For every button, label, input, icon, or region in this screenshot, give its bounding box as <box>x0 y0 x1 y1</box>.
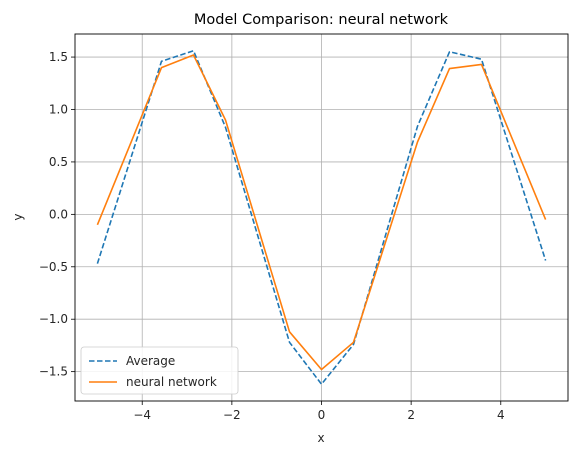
series-line-neural-network <box>96 54 547 371</box>
x-tick-label: −2 <box>223 408 241 422</box>
y-axis-label: y <box>11 213 25 220</box>
series-lines <box>96 49 547 386</box>
axis-ticks: −4 −2 0 2 4 −1.5 −1.0 −0.5 0.0 0.5 1.0 1.5 <box>39 50 505 422</box>
y-tick-label: −1.5 <box>39 365 68 379</box>
y-tick-label: 0.5 <box>49 155 68 169</box>
y-tick-label: −0.5 <box>39 260 68 274</box>
y-tick-label: 1.0 <box>49 102 68 116</box>
x-tick-label: 4 <box>497 408 505 422</box>
x-tick-label: 0 <box>318 408 326 422</box>
legend-label: neural network <box>126 375 217 389</box>
y-tick-label: 1.5 <box>49 50 68 64</box>
chart-title: Model Comparison: neural network <box>194 12 449 28</box>
legend-box <box>80 346 239 395</box>
legend-label: Average <box>126 354 175 368</box>
legend: Average neural network <box>80 346 239 395</box>
grid-lines <box>75 34 568 401</box>
x-axis-label: x <box>317 431 324 445</box>
x-tick-label: −4 <box>133 408 151 422</box>
y-tick-label: 0.0 <box>49 207 68 221</box>
x-tick-label: 2 <box>407 408 415 422</box>
series-line-average <box>96 49 547 386</box>
y-tick-label: −1.0 <box>39 312 68 326</box>
